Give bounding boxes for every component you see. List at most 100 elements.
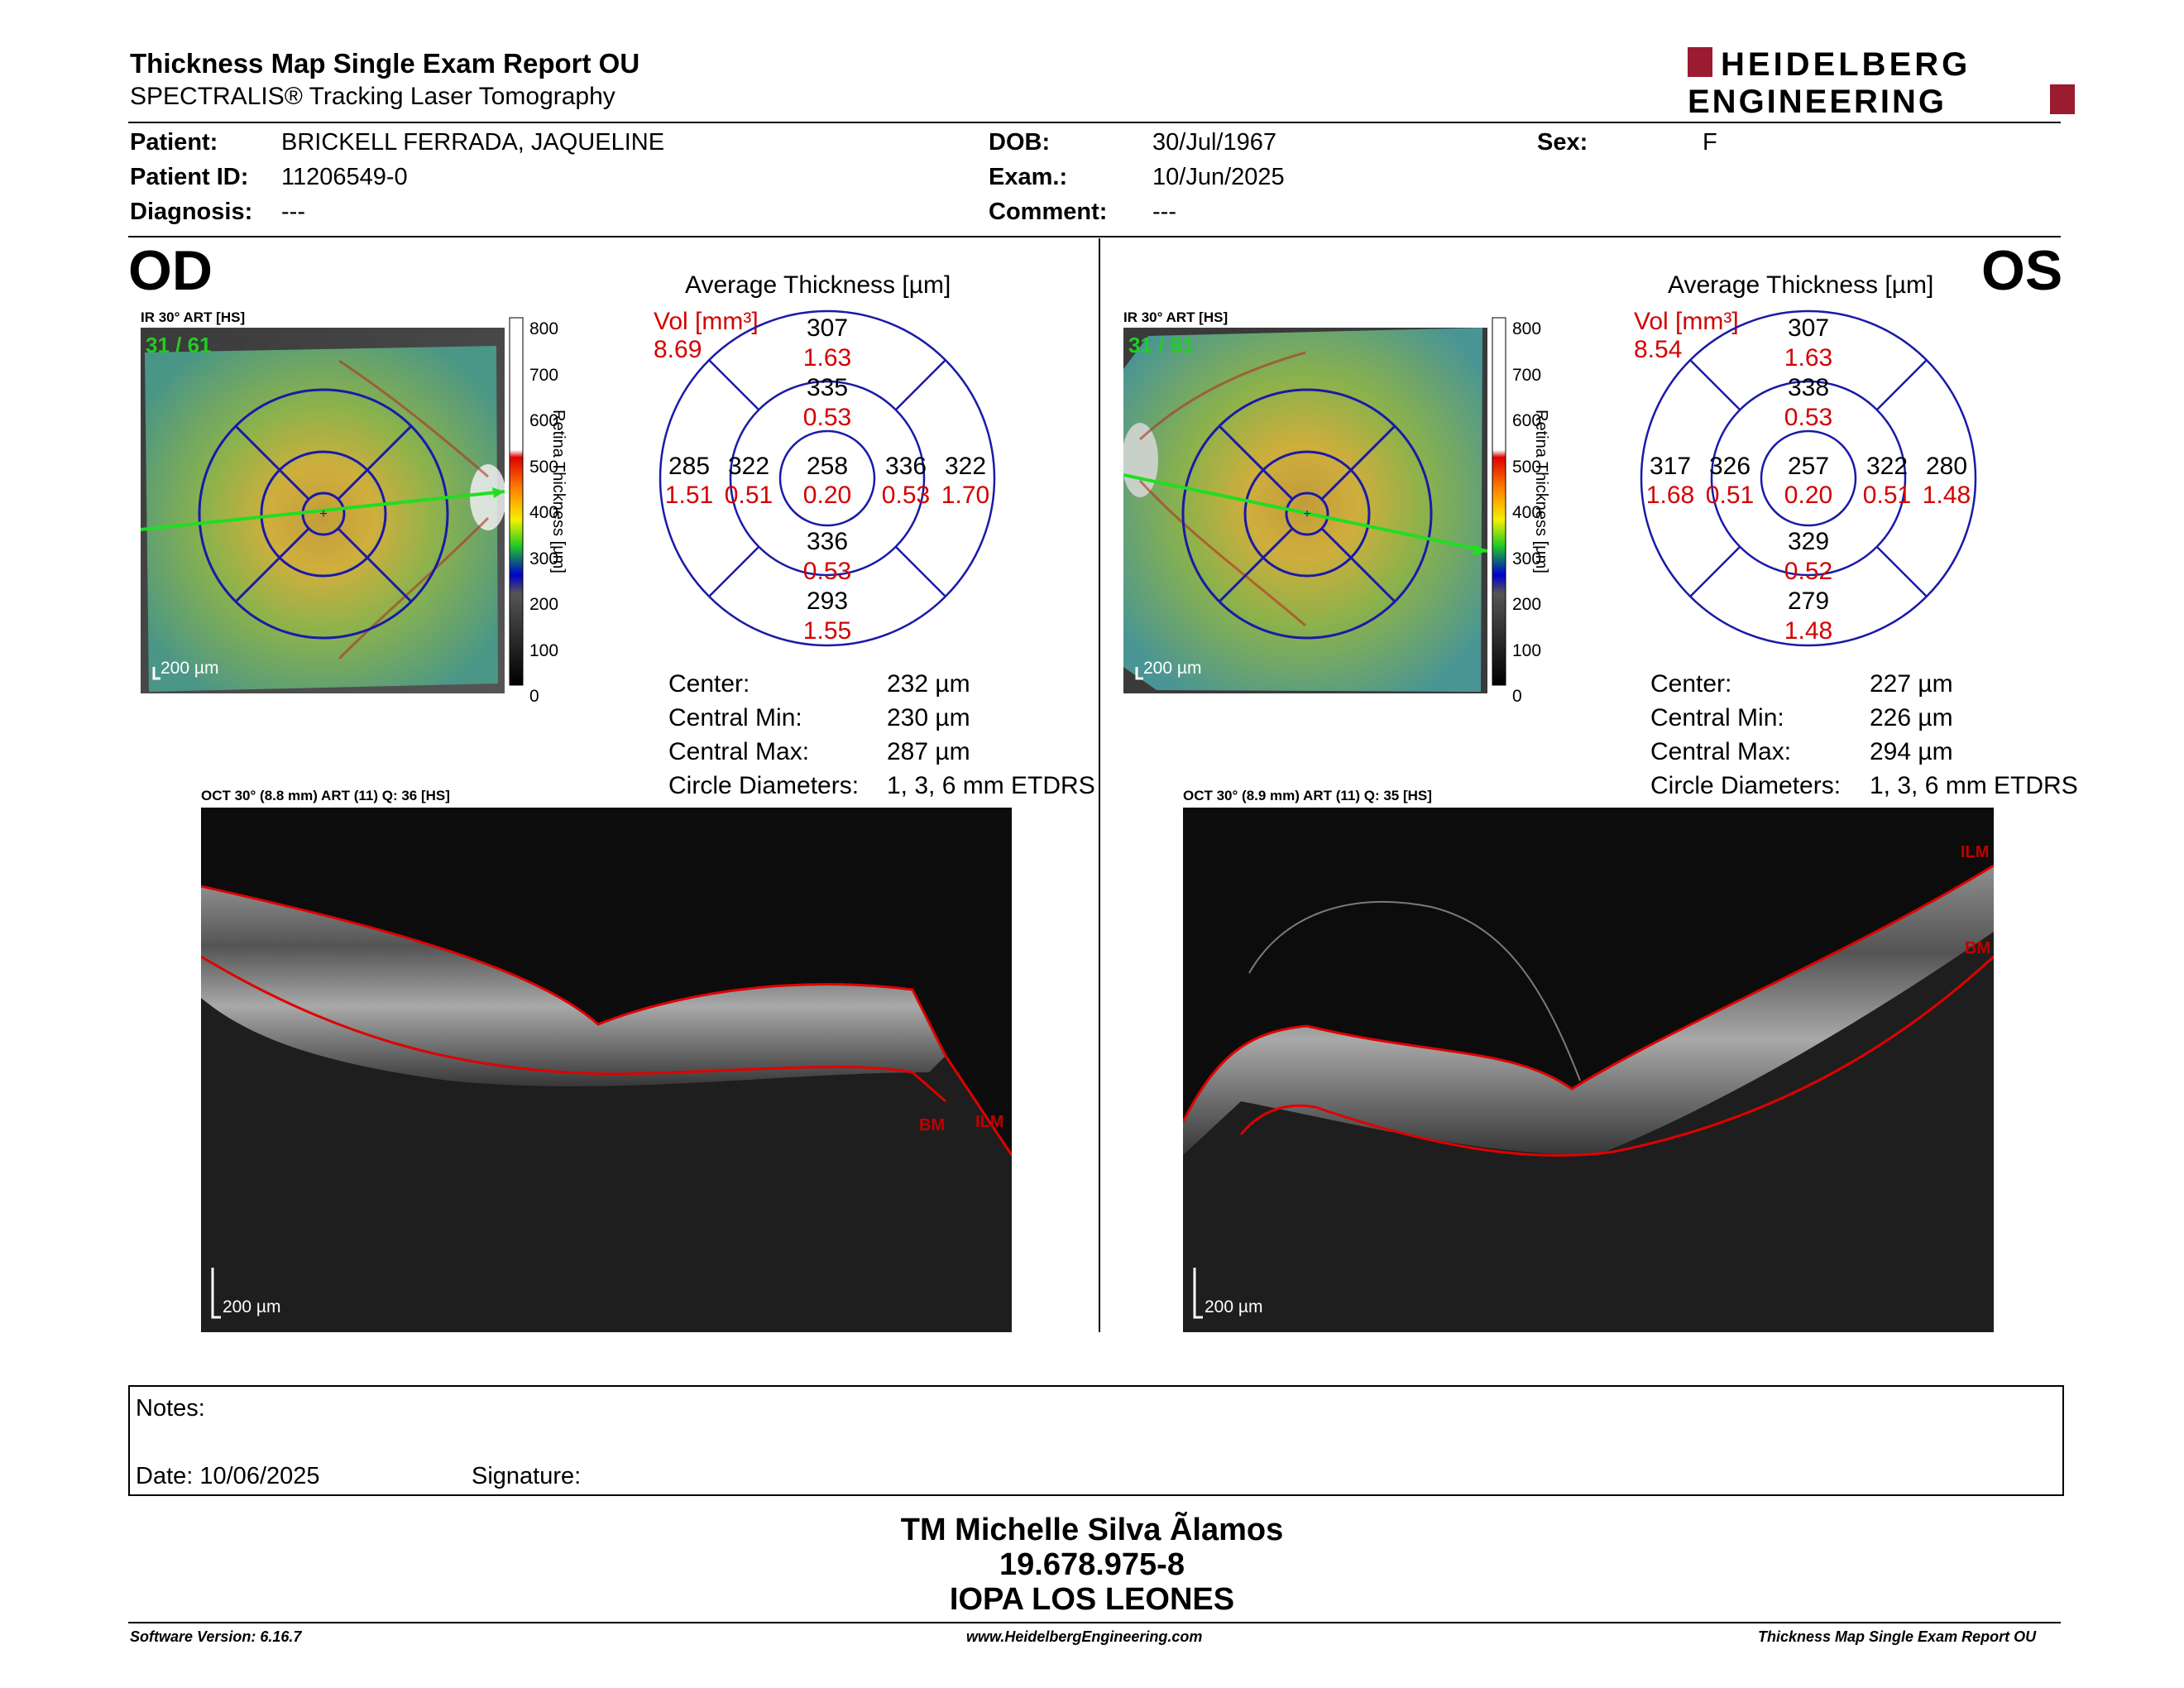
os-colorbar-ticks: 800 700 600 500 400 300 200 100 0 [1512, 319, 1542, 706]
svg-text:257: 257 [1788, 453, 1829, 480]
header-rule [128, 122, 2061, 123]
od-stat-min-label: Central Min: [668, 704, 802, 731]
os-scale-label: 200 µm [1143, 659, 1201, 678]
svg-text:ENGINEERING: ENGINEERING [1688, 84, 1947, 116]
os-etdrs-grid: 307 1.63 338 0.53 317 1.68 326 0.51 257 … [1640, 309, 1977, 647]
signer-name: TM Michelle Silva Ãlamos [900, 1513, 1284, 1547]
svg-text:307: 307 [1788, 314, 1829, 342]
dob-value: 30/Jul/1967 [1152, 129, 1276, 156]
svg-text:0.20: 0.20 [803, 482, 851, 509]
svg-text:1.48: 1.48 [1784, 617, 1832, 645]
svg-text:1.63: 1.63 [1784, 344, 1832, 372]
os-vol-label: Vol [mm³] [1634, 308, 1739, 335]
os-vol-value: 8.54 [1634, 336, 1683, 363]
os-ir-caption: IR 30° ART [HS] [1123, 309, 1228, 325]
svg-text:HEIDELBERG: HEIDELBERG [1721, 46, 1971, 83]
footer-software: Software Version: 6.16.7 [130, 1628, 302, 1645]
od-scale-label: 200 µm [160, 659, 218, 678]
footer-rule [128, 1622, 2061, 1623]
od-vol-label: Vol [mm³] [654, 308, 759, 335]
os-stat-min-label: Central Min: [1650, 704, 1784, 731]
od-stat-diam-label: Circle Diameters: [668, 772, 860, 799]
svg-text:+: + [1303, 507, 1310, 521]
svg-text:336: 336 [885, 453, 927, 480]
os-fundus-map: + 31 / 61 200 µm [1123, 328, 1487, 693]
diagnosis-value: --- [281, 199, 305, 225]
heidelberg-logo: HEIDELBERG ENGINEERING [1688, 46, 2075, 116]
od-stat-max-label: Central Max: [668, 738, 810, 765]
od-colorbar [509, 317, 524, 686]
comment-label: Comment: [989, 199, 1108, 225]
report-title: Thickness Map Single Exam Report OU [130, 48, 640, 79]
od-stat-max-value: 287 µm [887, 738, 970, 765]
svg-text:335: 335 [807, 374, 848, 401]
patient-rule [128, 236, 2061, 237]
exam-label: Exam.: [989, 164, 1068, 190]
patient-name: BRICKELL FERRADA, JAQUELINE [281, 129, 665, 156]
od-ir-caption: IR 30° ART [HS] [141, 309, 246, 325]
od-stat-diam-value: 1, 3, 6 mm ETDRS [887, 772, 1095, 799]
svg-text:0.51: 0.51 [1863, 482, 1911, 509]
comment-value: --- [1152, 199, 1176, 225]
svg-text:279: 279 [1788, 587, 1829, 615]
od-bm-label: BM [919, 1116, 945, 1134]
patient-id: 11206549-0 [281, 164, 408, 190]
svg-text:0.51: 0.51 [1706, 482, 1754, 509]
eye-divider [1099, 238, 1100, 1332]
svg-text:322: 322 [728, 453, 769, 480]
signature-label: Signature: [472, 1463, 582, 1489]
svg-text:+: + [319, 507, 327, 521]
os-oct-bscan: ILM BM 200 µm [1183, 808, 1994, 1332]
signer-rut: 19.678.975-8 [999, 1547, 1185, 1582]
svg-text:322: 322 [945, 453, 986, 480]
svg-text:1.55: 1.55 [803, 617, 851, 645]
svg-text:285: 285 [668, 453, 710, 480]
svg-text:0.51: 0.51 [725, 482, 773, 509]
os-stat-center-label: Center: [1650, 670, 1732, 698]
os-stat-diam-label: Circle Diameters: [1650, 772, 1842, 799]
dob-label: DOB: [989, 129, 1051, 156]
patient-id-label: Patient ID: [130, 164, 249, 190]
sex-label: Sex: [1537, 129, 1588, 156]
notes-box [128, 1385, 2064, 1496]
notes-label: Notes: [136, 1395, 205, 1422]
od-oct-bscan: BM ILM 200 µm [201, 808, 1012, 1332]
notes-date: Date: 10/06/2025 [136, 1463, 320, 1489]
os-colorbar-title: Retina Thickness [µm] [1532, 410, 1550, 573]
os-oct-caption: OCT 30° (8.9 mm) ART (11) Q: 35 [HS] [1183, 788, 1432, 803]
od-oct-scale: 200 µm [223, 1297, 280, 1316]
svg-text:1.70: 1.70 [941, 482, 989, 509]
svg-text:280: 280 [1926, 453, 1967, 480]
os-ilm-label: ILM [1961, 843, 1989, 861]
os-stat-diam-value: 1, 3, 6 mm ETDRS [1870, 772, 2078, 799]
svg-text:307: 307 [807, 314, 848, 342]
report-subtitle: SPECTRALIS® Tracking Laser Tomography [130, 83, 615, 110]
svg-text:0.52: 0.52 [1784, 558, 1832, 585]
os-frame-counter: 31 / 61 [1128, 333, 1195, 357]
svg-text:0.53: 0.53 [882, 482, 930, 509]
os-stat-center-value: 227 µm [1870, 670, 1953, 698]
od-colorbar-ticks: 800 700 600 500 400 300 200 100 0 [529, 319, 559, 706]
svg-text:326: 326 [1709, 453, 1751, 480]
od-tag: OD [128, 239, 213, 302]
svg-text:0.20: 0.20 [1784, 482, 1832, 509]
od-ilm-label: ILM [975, 1113, 1003, 1131]
od-etdrs-grid: 307 1.63 335 0.53 285 1.51 322 0.51 258 … [659, 309, 996, 647]
os-oct-scale: 200 µm [1205, 1297, 1262, 1316]
svg-text:322: 322 [1866, 453, 1908, 480]
od-colorbar-title: Retina Thickness [µm] [549, 410, 568, 573]
sex-value: F [1703, 129, 1717, 156]
os-bm-label: BM [1965, 939, 1990, 957]
footer-report-name: Thickness Map Single Exam Report OU [1758, 1628, 2037, 1645]
os-avg-title: Average Thickness [µm] [1668, 271, 1934, 299]
patient-label: Patient: [130, 129, 218, 156]
footer-website[interactable]: www.HeidelbergEngineering.com [966, 1628, 1203, 1645]
os-tag: OS [1981, 239, 2063, 302]
svg-text:1.63: 1.63 [803, 344, 851, 372]
svg-text:0.53: 0.53 [803, 404, 851, 431]
svg-text:0.53: 0.53 [803, 558, 851, 585]
svg-text:317: 317 [1650, 453, 1691, 480]
svg-text:293: 293 [807, 587, 848, 615]
od-stat-min-value: 230 µm [887, 704, 970, 731]
exam-value: 10/Jun/2025 [1152, 164, 1285, 190]
